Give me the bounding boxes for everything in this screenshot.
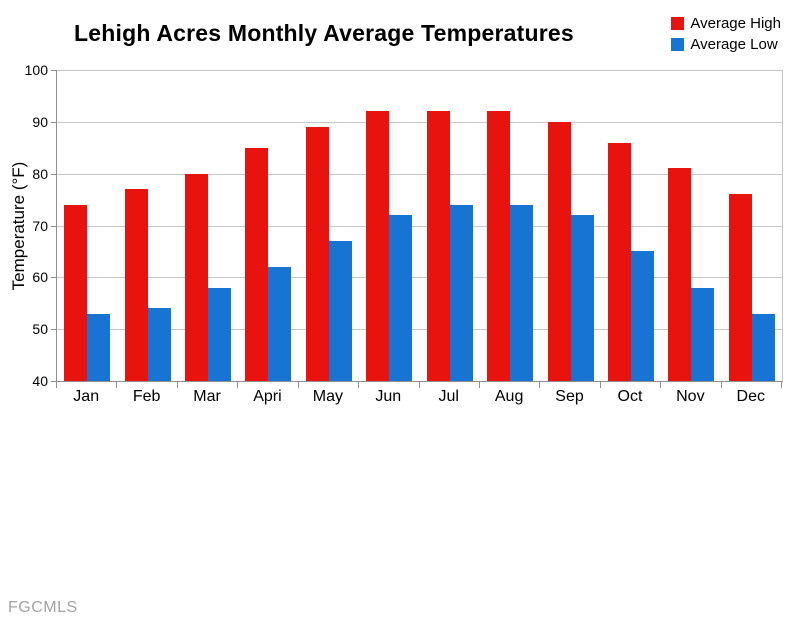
x-tick-label-mar: Mar [193,388,221,405]
y-tick-mark-60 [51,277,57,278]
x-tick-label-jun: Jun [375,388,402,405]
bar-low-sep [570,215,594,381]
x-tick-mark-0 [56,382,57,388]
y-tick-label-50: 50 [32,321,48,337]
x-tick-mark-5 [358,382,359,388]
x-tick-label-jul: Jul [438,388,459,405]
x-tick-label-apri: Apri [253,388,282,405]
bar-high-nov [668,168,692,381]
x-tick-label-feb: Feb [132,388,161,405]
y-tick-label-40: 40 [32,373,48,389]
watermark: FGCMLS [8,599,78,616]
bar-high-may [305,127,329,381]
bar-high-aug [487,111,511,381]
y-tick-label-70: 70 [32,218,48,234]
y-tick-mark-80 [51,174,57,175]
bar-high-mar [185,173,209,381]
x-tick-mark-10 [660,382,661,388]
bar-high-oct [607,142,631,381]
x-tick-label-oct: Oct [617,388,643,405]
y-tick-mark-70 [51,226,57,227]
y-tick-mark-50 [51,329,57,330]
x-tick-mark-9 [600,382,601,388]
chart-title: Lehigh Acres Monthly Average Temperature… [74,20,574,46]
legend-swatch-high-icon [671,17,685,30]
y-tick-mark-40 [51,381,57,382]
legend-label-average-high: Average High [690,15,781,32]
bar-low-jul [449,204,473,381]
x-tick-label-jan: Jan [73,388,100,405]
gridline-70 [57,226,782,227]
x-tick-label-sep: Sep [555,388,584,405]
bar-low-apri [268,266,292,381]
legend-item-average-low: Average Low [671,36,781,53]
y-tick-mark-100 [51,70,57,71]
x-tick-mark-4 [298,382,299,388]
gridline-90 [57,122,782,123]
x-tick-label-aug: Aug [494,388,524,405]
bar-low-mar [208,287,232,381]
y-tick-label-60: 60 [32,269,48,285]
y-tick-label-80: 80 [32,166,48,182]
bar-low-aug [510,204,534,381]
y-tick-label-90: 90 [32,114,48,130]
gridline-80 [57,174,782,175]
x-tick-label-nov: Nov [676,388,705,405]
x-tick-mark-7 [479,382,480,388]
y-tick-mark-90 [51,122,57,123]
gridline-100 [57,70,782,71]
bar-high-dec [728,194,752,381]
bar-low-nov [691,287,715,381]
bar-low-oct [630,251,654,381]
plot-area [56,70,783,382]
bar-high-jan [64,204,88,381]
bar-low-may [328,241,352,381]
bar-low-dec [751,313,775,381]
x-tick-label-may: May [312,388,343,405]
bar-high-feb [124,189,148,381]
x-tick-mark-3 [237,382,238,388]
x-tick-mark-2 [177,382,178,388]
legend-swatch-low-icon [671,38,685,51]
bar-high-sep [547,121,571,381]
x-tick-mark-12 [781,382,782,388]
y-tick-label-100: 100 [24,62,48,78]
legend: Average High Average Low [671,15,781,53]
x-tick-mark-11 [721,382,722,388]
x-tick-mark-8 [539,382,540,388]
x-tick-mark-1 [116,382,117,388]
gridline-50 [57,329,782,330]
bar-high-jun [366,111,390,381]
gridline-60 [57,277,782,278]
bar-low-jun [389,215,413,381]
legend-item-average-high: Average High [671,15,781,32]
bar-low-jan [87,313,111,381]
x-tick-mark-6 [419,382,420,388]
bar-high-jul [426,111,450,381]
bar-high-apri [245,147,269,381]
x-tick-label-dec: Dec [736,388,765,405]
legend-label-average-low: Average Low [690,36,778,53]
bar-low-feb [147,308,171,381]
